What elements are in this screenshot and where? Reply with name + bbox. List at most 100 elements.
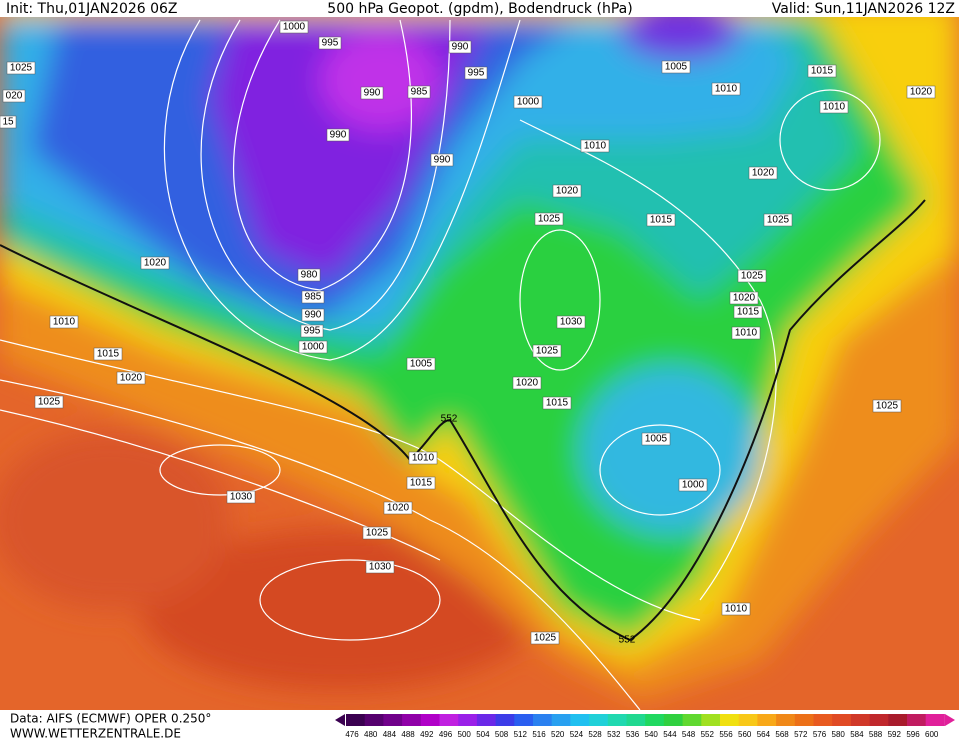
legend-level: 484 (383, 730, 397, 739)
legend-swatch (570, 714, 590, 726)
label-box (406, 476, 436, 490)
label-box (301, 290, 325, 304)
legend-swatch (533, 714, 553, 726)
label-box (49, 315, 79, 329)
legend-level: 564 (757, 730, 771, 739)
legend-swatch (757, 714, 777, 726)
isobar-label: 1000 (682, 480, 705, 491)
isobar-label: 1010 (584, 141, 607, 152)
legend-level: 584 (850, 730, 864, 739)
isobar-label: 990 (434, 155, 451, 166)
legend-swatch (589, 714, 609, 726)
label-box (513, 95, 543, 109)
isobar-label: 1025 (366, 528, 389, 539)
label-box (872, 399, 902, 413)
legend-swatch (458, 714, 478, 726)
isobar-label: 1005 (410, 359, 433, 370)
legend-level: 528 (588, 730, 602, 739)
isobar-label: 985 (305, 292, 322, 303)
isobar-label: 1020 (752, 168, 775, 179)
legend-swatch (607, 714, 627, 726)
isobar-label: 1025 (10, 63, 33, 74)
isobar-label: 020 (6, 91, 23, 102)
label-box (464, 66, 488, 80)
legend-level: 556 (719, 730, 733, 739)
isobar-label: 990 (305, 310, 322, 321)
label-box (733, 305, 763, 319)
legend-level: 540 (645, 730, 659, 739)
label-box (360, 86, 384, 100)
legend-level: 492 (420, 730, 434, 739)
label-box (326, 128, 350, 142)
legend-swatch (346, 714, 366, 726)
isobar-label: 995 (322, 38, 339, 49)
legend-level: 496 (439, 730, 453, 739)
legend-level: 500 (458, 730, 472, 739)
label-box (408, 451, 438, 465)
label-box (542, 396, 572, 410)
legend-swatch (832, 714, 852, 726)
isobar-label: 15 (2, 117, 14, 128)
label-box (2, 89, 26, 103)
isobar-label: 995 (304, 326, 321, 337)
valid-label: Valid: Sun,11JAN2026 12Z (772, 1, 955, 17)
legend-level: 504 (476, 730, 490, 739)
legend-swatch (402, 714, 422, 726)
label-box (763, 213, 793, 227)
isobar-label: 1030 (230, 492, 253, 503)
label-box (116, 371, 146, 385)
isobar-label: 1005 (665, 62, 688, 73)
isobar-label: 990 (330, 130, 347, 141)
label-box (407, 85, 431, 99)
isobar-label: 1020 (910, 87, 933, 98)
legend-level: 520 (551, 730, 565, 739)
label-box (556, 315, 586, 329)
label-box (580, 139, 610, 153)
legend-level: 548 (682, 730, 696, 739)
legend-swatch (626, 714, 646, 726)
label-box (661, 60, 691, 74)
label-box (731, 326, 761, 340)
label-box (532, 344, 562, 358)
isobar-label: 985 (411, 87, 428, 98)
label-box (807, 64, 837, 78)
legend-level: 588 (869, 730, 883, 739)
label-box (737, 269, 767, 283)
label-box (226, 490, 256, 504)
legend-swatch (682, 714, 702, 726)
legend-swatch (907, 714, 927, 726)
label-box (819, 100, 849, 114)
isobar-label: 552 (619, 635, 636, 646)
isobar-label: 1030 (560, 317, 583, 328)
legend-swatch (383, 714, 403, 726)
isobar-label: 995 (468, 68, 485, 79)
isobar-label: 1015 (546, 398, 569, 409)
isobar-label: 1020 (144, 258, 167, 269)
legend-level: 508 (495, 730, 509, 739)
isobar-label: 1020 (733, 293, 756, 304)
isobar-label: 1025 (536, 346, 559, 357)
isobar-label: 1015 (97, 349, 120, 360)
isobar-label: 1015 (410, 478, 433, 489)
isobar-label: 1010 (725, 604, 748, 615)
isobar-label: 1015 (811, 66, 834, 77)
isobar-label: 1025 (38, 397, 61, 408)
isobar-label: 1000 (283, 22, 306, 33)
legend-swatch (514, 714, 534, 726)
label-box (646, 213, 676, 227)
label-box (748, 166, 778, 180)
isobar-label: 980 (301, 270, 318, 281)
label-box (383, 501, 413, 515)
map-title: 500 hPa Geopot. (gpdm), Bodendruck (hPa) (327, 1, 632, 17)
legend-swatch (776, 714, 796, 726)
isobar-label: 1020 (120, 373, 143, 384)
legend-level: 480 (364, 730, 378, 739)
isobar-label: 1030 (369, 562, 392, 573)
legend-arrow (335, 714, 345, 726)
label-box (140, 256, 170, 270)
isobar-label: 1015 (650, 215, 673, 226)
isobar-label: 1025 (534, 633, 557, 644)
label-box (552, 184, 582, 198)
legend-level: 576 (813, 730, 827, 739)
legend-level: 600 (925, 730, 939, 739)
